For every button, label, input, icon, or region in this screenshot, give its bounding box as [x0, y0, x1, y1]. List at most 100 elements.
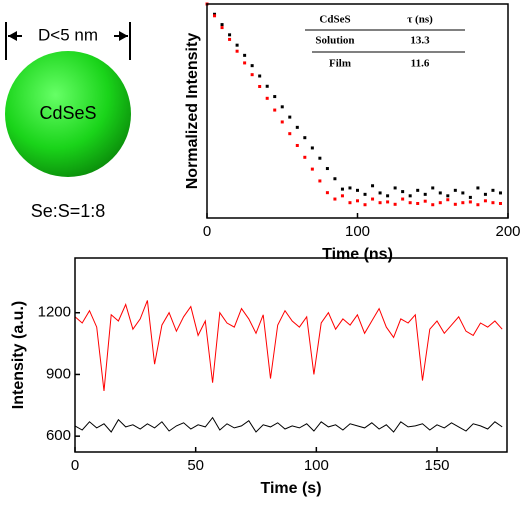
data-point	[250, 64, 254, 68]
data-point	[273, 95, 277, 99]
data-point	[333, 177, 337, 181]
core-label: CdSeS	[39, 103, 96, 123]
data-point	[401, 197, 405, 201]
data-point	[213, 14, 217, 18]
data-point	[280, 120, 284, 124]
data-point	[220, 26, 224, 30]
table-cell: 13.3	[410, 35, 430, 47]
trace	[74, 416, 503, 433]
data-point	[416, 201, 420, 205]
size-label: D<5 nm	[38, 25, 98, 44]
x-tick-label: 0	[203, 223, 211, 240]
data-point	[265, 96, 269, 100]
data-point	[325, 167, 329, 171]
sphere	[5, 51, 131, 177]
data-point	[393, 186, 397, 190]
data-point	[340, 187, 344, 191]
chart: 0 100 200 Time (ns) Normalized Intensity	[184, 2, 520, 263]
table-cell: 11.6	[411, 58, 430, 70]
y-tick-label: 900	[46, 365, 71, 382]
data-point	[476, 186, 480, 190]
data-point	[461, 201, 465, 205]
x-axis-label: Time (ns)	[322, 246, 393, 263]
data-point	[228, 33, 232, 37]
data-point	[468, 200, 472, 204]
lifetime-table: CdSeS τ (ns) Solution 13.3 Film 11.6	[305, 14, 465, 70]
table-header: τ (ns)	[407, 14, 433, 26]
data-point	[453, 188, 457, 192]
data-point	[303, 155, 307, 159]
plot-frame	[74, 257, 508, 453]
data-point	[295, 143, 299, 147]
table-header: CdSeS	[319, 14, 350, 26]
data-point	[228, 37, 232, 41]
data-point	[416, 188, 420, 192]
data-point	[333, 197, 337, 201]
data-point	[491, 188, 495, 192]
data-point	[310, 167, 314, 171]
data-point	[243, 53, 247, 57]
data-point	[265, 84, 269, 88]
y-axis-label: Normalized Intensity	[184, 33, 201, 190]
data-point	[423, 199, 427, 203]
data-point	[325, 191, 329, 195]
x-tick-label: 50	[187, 457, 204, 474]
data-point	[310, 146, 314, 150]
data-point	[446, 194, 450, 198]
data-point	[348, 201, 352, 205]
data-point	[273, 108, 277, 112]
data-point	[446, 198, 450, 202]
data-point	[378, 191, 382, 195]
chart: 0 50 100 150 600 900 1200 Time (s) Intensity (a.…	[10, 257, 508, 497]
data-point	[386, 194, 390, 198]
data-point	[423, 192, 427, 196]
x-tick-label: 100	[345, 223, 370, 240]
data-point	[295, 125, 299, 129]
data-point	[438, 191, 442, 195]
data-point	[280, 105, 284, 109]
x-tick-label: 200	[495, 223, 520, 240]
trace	[74, 300, 503, 391]
data-point	[408, 194, 412, 198]
data-point	[461, 191, 465, 195]
data-point	[386, 200, 390, 204]
data-point	[483, 199, 487, 203]
y-tick-label: 1200	[38, 304, 71, 321]
label-bg	[22, 26, 114, 46]
data-point	[468, 195, 472, 199]
table-cell: Film	[329, 58, 351, 70]
y-axis-label: Intensity (a.u.)	[10, 301, 27, 409]
data-point	[235, 49, 239, 53]
data-point	[431, 203, 435, 207]
data-point	[378, 201, 382, 205]
x-tick-label: 0	[71, 457, 79, 474]
data-point	[393, 202, 397, 206]
data-point	[250, 73, 254, 77]
data-point	[318, 156, 322, 160]
data-point	[258, 84, 262, 88]
y-tick-label: 600	[46, 427, 71, 444]
data-point	[303, 136, 307, 140]
data-point	[318, 179, 322, 183]
data-point	[491, 201, 495, 205]
data-point	[258, 74, 262, 78]
data-point	[356, 188, 359, 192]
data-point	[363, 203, 367, 207]
data-point	[498, 191, 502, 195]
data-point	[363, 192, 367, 196]
data-point	[288, 132, 292, 136]
data-point	[438, 201, 442, 205]
table-cell: Solution	[315, 35, 354, 47]
data-point	[371, 197, 375, 201]
data-point	[483, 192, 487, 196]
data-point	[356, 199, 359, 203]
data-point	[476, 203, 480, 207]
data-point	[401, 190, 405, 194]
data-point	[431, 186, 435, 190]
data-point	[453, 202, 457, 206]
data-point	[408, 201, 412, 205]
data-point	[213, 12, 217, 16]
data-point	[288, 115, 292, 119]
plot-frame	[206, 3, 509, 219]
